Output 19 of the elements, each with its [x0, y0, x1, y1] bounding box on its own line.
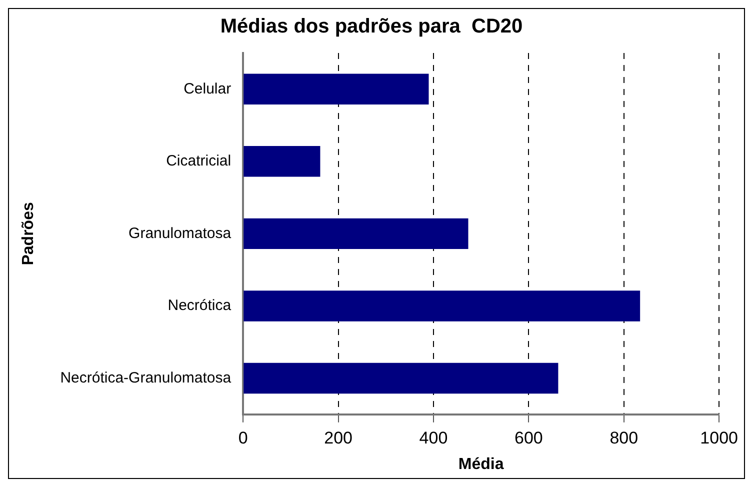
bar: [244, 218, 468, 250]
x-tick-label: 1000: [700, 428, 738, 448]
x-tick-label: 800: [610, 428, 638, 448]
x-tick-label: 600: [514, 428, 543, 448]
y-tick-label: Granulomatosa: [128, 224, 232, 242]
y-tick-label: Necrótica: [168, 297, 232, 314]
x-tick-label: 200: [324, 428, 352, 448]
x-axis-title: Média: [458, 456, 504, 473]
x-tick-label: 0: [238, 428, 248, 448]
y-axis-title: Padrões: [20, 202, 38, 266]
bar: [244, 146, 320, 177]
y-tick-label: Necrótica-Granulomatosa: [60, 369, 232, 386]
bar: [244, 290, 640, 322]
y-tick-label: Cicatricial: [166, 152, 232, 170]
y-tick-label: Celular: [184, 80, 232, 98]
bar: [244, 362, 558, 394]
bar: [244, 74, 429, 104]
x-tick-label: 400: [419, 428, 448, 448]
chart-title: Médias dos padrões para CD20: [220, 16, 523, 38]
